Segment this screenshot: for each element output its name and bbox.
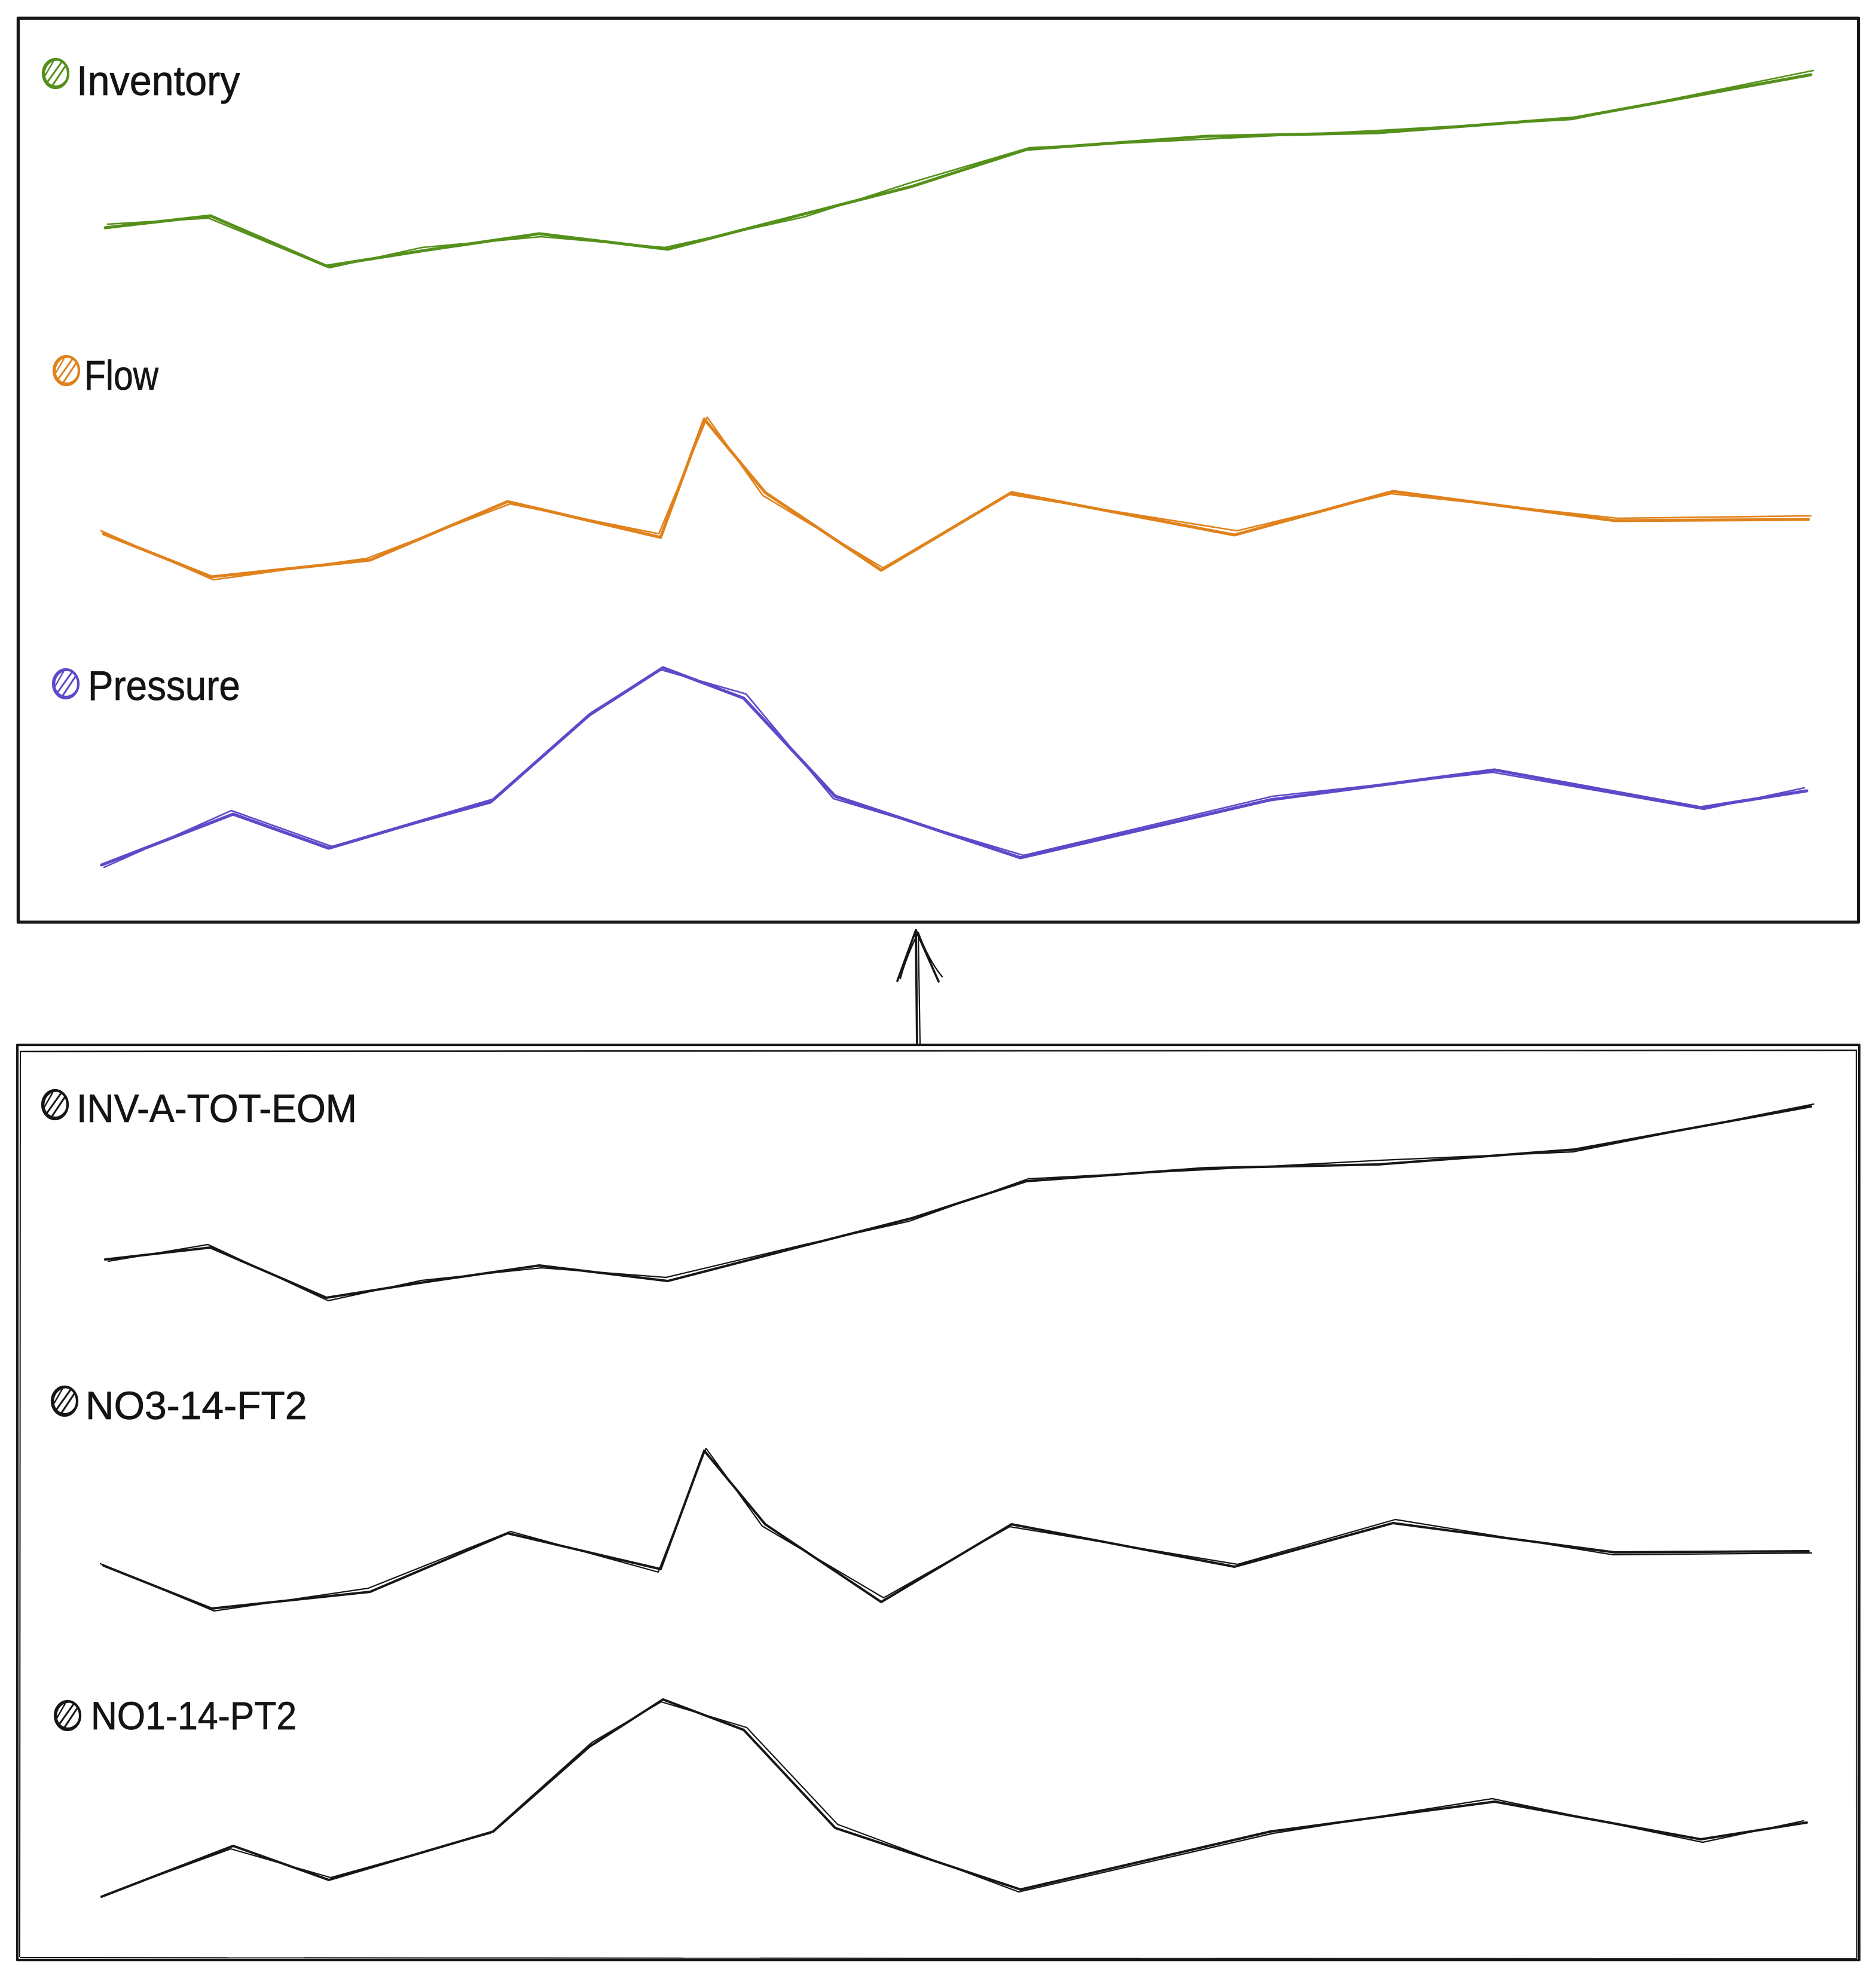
svg-text:NO1-14-PT2: NO1-14-PT2	[91, 1695, 297, 1738]
svg-text:Flow: Flow	[84, 351, 158, 399]
svg-text:INV-A-TOT-EOM: INV-A-TOT-EOM	[77, 1087, 357, 1131]
svg-text:Pressure: Pressure	[88, 662, 240, 709]
svg-text:NO3-14-FT2: NO3-14-FT2	[85, 1383, 307, 1427]
svg-text:Inventory: Inventory	[77, 57, 240, 104]
